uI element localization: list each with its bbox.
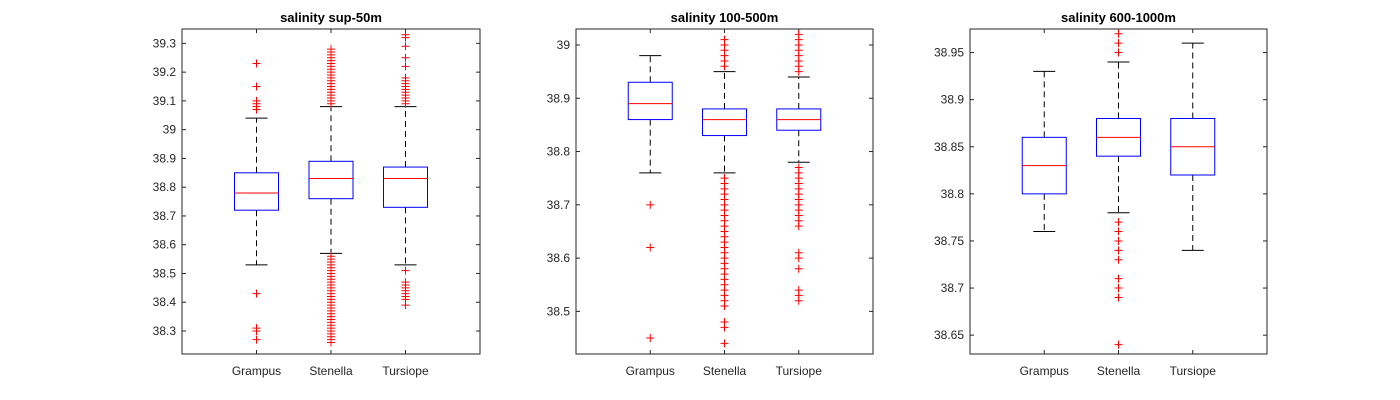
x-tick-label: Grampus — [232, 364, 281, 378]
outlier-marker — [252, 82, 261, 91]
chart-panel: salinity sup-50m 38.3 38.4 38.5 38.6 38.7 38.8… — [153, 10, 481, 378]
box-grampus — [1021, 70, 1067, 233]
outlier-marker — [1114, 284, 1123, 293]
y-tick-label: 38.8 — [941, 187, 965, 201]
chart-title: salinity 100-500m — [671, 10, 779, 25]
y-tick-label: 38.75 — [934, 234, 964, 248]
outlier-marker — [1114, 29, 1123, 38]
y-tick-label: 38.9 — [153, 151, 177, 165]
outlier-marker — [794, 30, 803, 39]
iqr-box — [383, 166, 428, 208]
y-tick-label: 38.8 — [153, 180, 177, 194]
outlier-marker — [1114, 274, 1123, 283]
box-tursiope — [776, 30, 822, 305]
outlier-marker — [646, 200, 655, 209]
x-tick-label: Tursiope — [776, 364, 823, 378]
y-tick-label: 38.9 — [547, 91, 571, 105]
y-tick-label: 39 — [557, 38, 571, 52]
box-stenella — [308, 45, 354, 347]
y-tick-label: 38.85 — [934, 140, 964, 154]
outlier-marker — [252, 59, 261, 68]
outlier-marker — [401, 30, 410, 39]
y-tick-label: 38.5 — [153, 266, 177, 280]
x-tick-label: Stenella — [309, 364, 353, 378]
y-tick-label: 38.3 — [153, 324, 177, 338]
x-tick-label: Stenella — [703, 364, 747, 378]
outlier-marker — [720, 174, 729, 183]
y-tick-label: 38.7 — [153, 209, 177, 223]
outlier-marker — [327, 252, 335, 261]
outlier-marker — [252, 324, 261, 333]
box-tursiope — [383, 30, 428, 310]
y-tick-label: 38.5 — [547, 304, 571, 318]
y-tick-label: 39.3 — [153, 36, 177, 50]
box-grampus — [234, 59, 279, 344]
iqr-box — [234, 172, 279, 211]
y-tick-label: 38.65 — [934, 328, 964, 342]
y-tick-label: 38.6 — [547, 251, 571, 265]
y-tick-label: 38.95 — [934, 46, 964, 60]
y-tick-label: 39.2 — [153, 65, 177, 79]
outlier-marker — [1114, 39, 1123, 48]
outlier-marker — [1114, 340, 1123, 349]
outlier-marker — [1114, 48, 1123, 57]
outlier-marker — [720, 35, 729, 44]
outlier-marker — [720, 339, 729, 348]
outlier-marker — [401, 53, 410, 62]
outlier-marker — [1114, 255, 1123, 264]
x-tick-label: Stenella — [1097, 364, 1141, 378]
chart-panel: salinity 100-500m 38.5 38.6 38.7 38.8 38.9 39 G… — [547, 10, 874, 378]
outlier-marker — [1114, 236, 1123, 245]
x-tick-label: Grampus — [1020, 364, 1069, 378]
outlier-marker — [327, 45, 335, 54]
outlier-marker — [794, 286, 803, 295]
outlier-marker — [1114, 293, 1123, 302]
outlier-marker — [401, 42, 410, 51]
iqr-box — [627, 81, 673, 121]
chart-title: salinity 600-1000m — [1061, 10, 1176, 25]
x-tick-label: Tursiope — [1170, 364, 1217, 378]
outlier-marker — [1114, 227, 1123, 236]
chart-panel: salinity 600-1000m 38.65 38.7 38.75 38.8 38.8… — [934, 10, 1268, 378]
box-grampus — [627, 55, 673, 343]
chart-title: salinity sup-50m — [280, 10, 382, 25]
outlier-marker — [794, 264, 803, 273]
iqr-box — [702, 108, 747, 137]
outlier-marker — [401, 266, 410, 275]
outlier-marker — [252, 289, 261, 298]
outlier-marker — [401, 278, 410, 287]
outlier-marker — [1114, 246, 1123, 255]
outlier-marker — [1114, 218, 1123, 227]
outlier-marker — [401, 62, 410, 71]
outlier-marker — [794, 248, 803, 257]
box-tursiope — [1170, 42, 1216, 251]
y-tick-label: 39.1 — [153, 94, 177, 108]
outlier-marker — [252, 335, 261, 344]
iqr-box — [308, 160, 354, 200]
y-tick-label: 38.7 — [941, 281, 965, 295]
outlier-marker — [794, 163, 803, 172]
outlier-marker — [401, 73, 410, 82]
y-tick-label: 38.4 — [153, 295, 177, 309]
outlier-marker — [646, 243, 655, 252]
box-stenella — [702, 35, 747, 348]
x-tick-label: Tursiope — [382, 364, 429, 378]
y-tick-label: 38.6 — [153, 238, 177, 252]
y-tick-label: 39 — [163, 123, 177, 137]
x-tick-label: Grampus — [626, 364, 675, 378]
y-tick-label: 38.9 — [941, 93, 965, 107]
y-tick-label: 38.7 — [547, 198, 571, 212]
outlier-marker — [252, 96, 261, 105]
box-stenella — [1096, 29, 1141, 349]
outlier-marker — [646, 334, 655, 343]
outlier-marker — [720, 318, 729, 327]
y-tick-label: 38.8 — [547, 145, 571, 159]
